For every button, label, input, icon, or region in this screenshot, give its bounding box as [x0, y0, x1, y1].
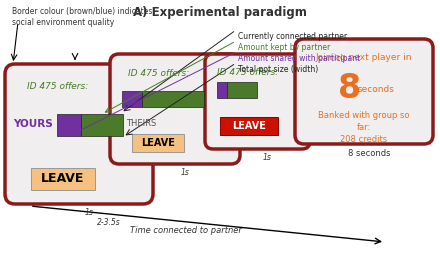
Text: A) Experimental paradigm: A) Experimental paradigm [133, 6, 307, 19]
Text: ID 475 offers:: ID 475 offers: [27, 82, 88, 91]
Text: Currently connected partner: Currently connected partner [238, 32, 347, 41]
Text: 8 seconds: 8 seconds [348, 149, 390, 158]
FancyBboxPatch shape [110, 54, 240, 164]
FancyBboxPatch shape [5, 64, 153, 204]
FancyBboxPatch shape [205, 54, 310, 149]
Text: ID 475 offers:: ID 475 offers: [128, 69, 189, 78]
Bar [132, 134, 184, 152]
Text: 8: 8 [338, 73, 362, 106]
Bar [57, 114, 81, 136]
Text: seconds: seconds [358, 84, 394, 93]
Text: 1s: 1s [263, 153, 271, 162]
Bar [217, 82, 227, 98]
Text: Border colour (brown/blue) indicates
social environment quality: Border colour (brown/blue) indicates soc… [12, 7, 152, 27]
Text: ID 475 offers:: ID 475 offers: [217, 68, 278, 77]
Text: YOURS: YOURS [13, 119, 53, 129]
FancyBboxPatch shape [295, 39, 433, 144]
Text: 1s: 1s [84, 208, 93, 217]
Text: Time connected to partner: Time connected to partner [130, 226, 242, 235]
Bar [122, 91, 142, 107]
Text: 2-3.5s: 2-3.5s [97, 218, 121, 227]
Text: Total pot size (width): Total pot size (width) [238, 65, 318, 74]
Bar [142, 91, 204, 107]
Text: Amount shared with participant: Amount shared with participant [238, 54, 360, 63]
Text: Joining next player in: Joining next player in [316, 53, 412, 62]
Text: THEIRS: THEIRS [126, 120, 156, 129]
Text: LEAVE: LEAVE [141, 138, 175, 148]
Text: LEAVE: LEAVE [232, 121, 266, 131]
Text: Banked with group so
far:
208 credits: Banked with group so far: 208 credits [318, 111, 410, 144]
Bar [220, 117, 278, 135]
Text: Amount kept by partner: Amount kept by partner [238, 43, 330, 52]
Bar [227, 82, 257, 98]
Text: LEAVE: LEAVE [41, 172, 84, 186]
Bar [81, 114, 123, 136]
Bar [31, 168, 95, 190]
Text: 1s: 1s [180, 168, 190, 177]
